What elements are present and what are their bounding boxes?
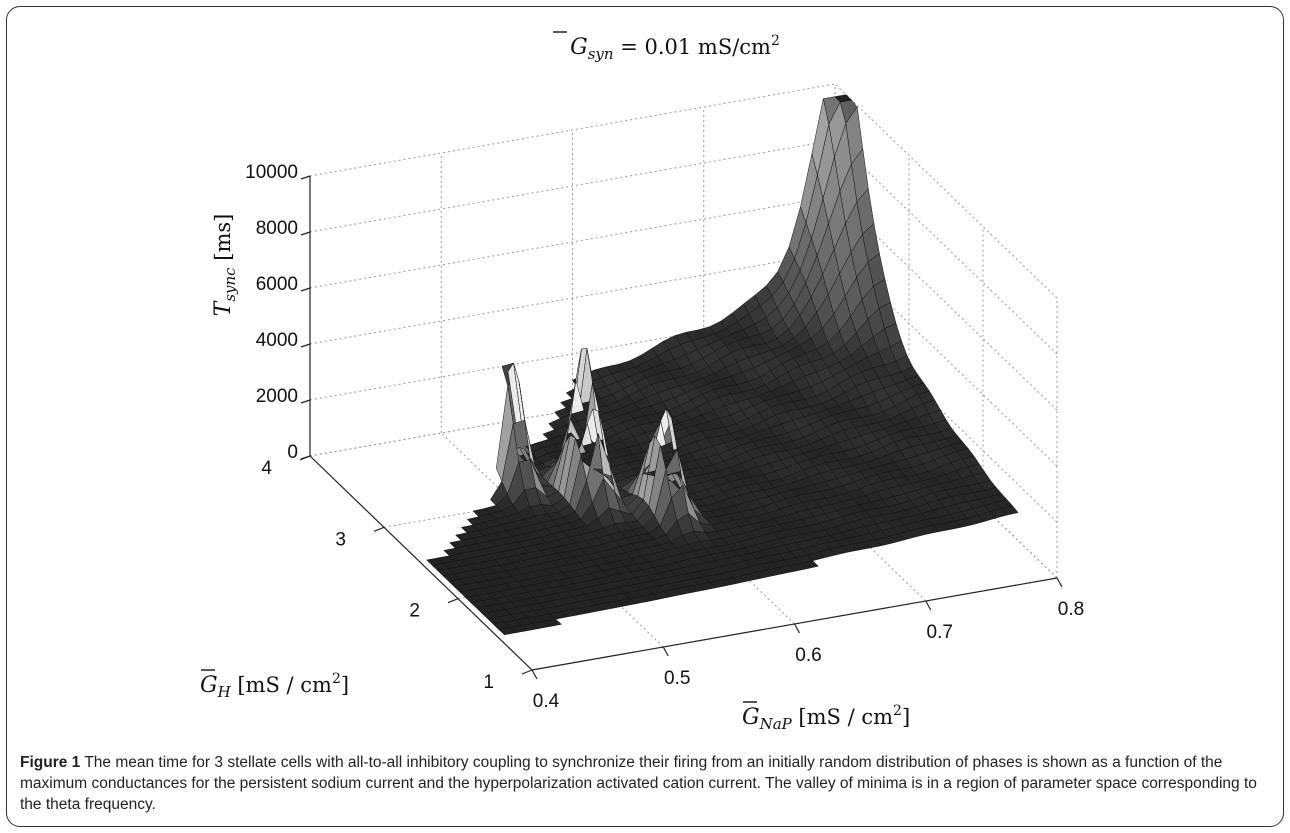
surface-facet: [498, 627, 517, 636]
x-tick-mark: [793, 623, 801, 634]
surface-plot: 0.4 0.5 0.6 0.7 0.8 1 2 3 40 2000 4000 6000 8000 1000…: [200, 31, 1084, 733]
gridline-back-z: [309, 307, 836, 401]
x-tick-label: 0.6: [795, 645, 821, 666]
gridline-right-z: [834, 83, 1058, 299]
caption-label: Figure 1: [20, 754, 81, 771]
y-tick-label: 2: [409, 601, 420, 622]
z-tick-mark: [300, 287, 311, 292]
x-tick-mark: [925, 600, 932, 611]
z-tick-label: 4000: [256, 330, 298, 351]
surface-mesh: [426, 94, 1019, 636]
z-tick-mark: [300, 231, 311, 236]
z-tick-mark: [300, 175, 311, 180]
y-tick-label: 1: [483, 672, 494, 693]
x-tick-mark: [1056, 577, 1063, 588]
tick-labels: 0.4 0.5 0.6 0.7 0.8 1 2 3 40 2000 4000 6000 8000 1000…: [245, 162, 1084, 712]
y-tick-label: 3: [335, 529, 346, 550]
chart-title: Gsyn = 0.01 mS/cm2: [570, 33, 780, 63]
x-axis-label: GNaP [mS / cm2]: [742, 703, 910, 733]
z-axis-label: Tsync [ms]: [211, 214, 239, 317]
x-tick-mark: [531, 669, 538, 680]
y-tick-mark: [373, 526, 385, 532]
figure-caption: Figure 1 The mean time for 3 stellate ce…: [20, 752, 1270, 815]
y-tick-mark: [521, 669, 533, 675]
z-tick-label: 8000: [256, 218, 298, 239]
x-tick-mark: [662, 646, 669, 657]
y-axis-label: GH [mS / cm2]: [200, 671, 349, 701]
z-tick-label: 0: [287, 442, 298, 463]
gridline-right-z: [834, 139, 1058, 355]
z-tick-label: 6000: [256, 274, 298, 295]
y-tick-mark: [447, 598, 459, 604]
gridline-back-z: [309, 251, 836, 345]
x-tick-label: 0.8: [1058, 599, 1084, 620]
z-tick-mark: [300, 399, 311, 404]
x-tick-label: 0.7: [927, 622, 953, 643]
x-tick-label: 0.4: [533, 691, 560, 712]
gridline-back-z: [309, 139, 836, 233]
z-tick-mark: [300, 455, 311, 460]
gridline-floor-x: [440, 432, 664, 648]
y-tick-label: 4: [261, 458, 272, 479]
z-tick-label: 10000: [245, 162, 298, 183]
z-tick-label: 2000: [256, 386, 298, 407]
gridline-back-z: [309, 195, 836, 289]
caption-text: The mean time for 3 stellate cells with …: [20, 754, 1257, 813]
z-tick-mark: [300, 343, 311, 348]
gridline-back-z: [309, 83, 836, 177]
y-axis-line: [309, 455, 533, 671]
x-tick-label: 0.5: [664, 668, 690, 689]
